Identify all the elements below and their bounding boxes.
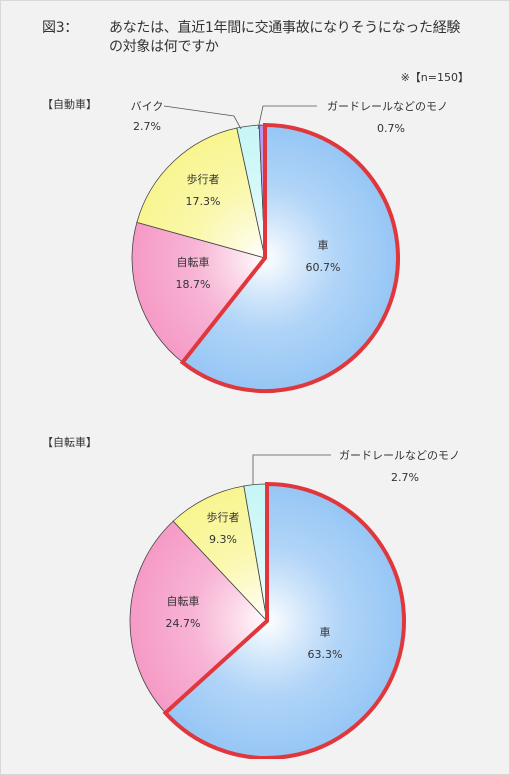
pie-slice-pedestrian (136, 127, 266, 259)
slice-value-label: 0.7% (377, 122, 405, 135)
highlight-outline (162, 481, 406, 759)
sample-size-note: ※【n=150】 (400, 71, 469, 84)
bicycle-pie-chart: 車 63.3% 自転車 24.7% 歩行者 9.3% ガードレールなどのモノ 2.7% (129, 449, 460, 759)
pie-slice-bicycle (131, 221, 266, 363)
slice-label: 車 (318, 238, 329, 252)
slice-label: ガードレールなどのモノ (339, 449, 460, 462)
leader-line (257, 105, 317, 130)
pie-slice-bicycle (129, 520, 268, 714)
slice-label: 自転車 (167, 594, 200, 608)
slice-value-label: 24.7% (166, 617, 201, 630)
slice-value-label: 18.7% (176, 278, 211, 291)
slice-label: 自転車 (177, 255, 210, 269)
slice-value-label: 2.7% (133, 120, 161, 133)
leader-line (252, 454, 331, 485)
slice-label: 歩行者 (187, 172, 220, 186)
slice-label: ガードレールなどのモノ (327, 100, 448, 113)
slice-value-label: 2.7% (391, 471, 419, 484)
bicycle-section-label: 【自転車】 (42, 436, 97, 449)
slice-value-label: 63.3% (308, 648, 343, 661)
car-pie-chart: 車 60.7% 自転車 18.7% 歩行者 17.3% バイク 2.7% ガードレールなどのモノ… (131, 100, 448, 393)
slice-value-label: 9.3% (209, 533, 237, 546)
slice-label: バイク (131, 100, 164, 113)
highlight-outline (179, 122, 400, 393)
title-text: あなたは、直近1年間に交通事故になりそうになった経験の対象は何ですか (109, 20, 461, 55)
slice-label: 歩行者 (207, 510, 240, 524)
slice-value-label: 17.3% (186, 195, 221, 208)
pie-slice-pedestrian (172, 485, 268, 623)
title-prefix: 図3： (42, 20, 79, 36)
slice-label: 車 (320, 625, 331, 639)
slice-value-label: 60.7% (306, 261, 341, 274)
leader-line (163, 105, 242, 130)
car-section-label: 【自動車】 (42, 98, 97, 111)
